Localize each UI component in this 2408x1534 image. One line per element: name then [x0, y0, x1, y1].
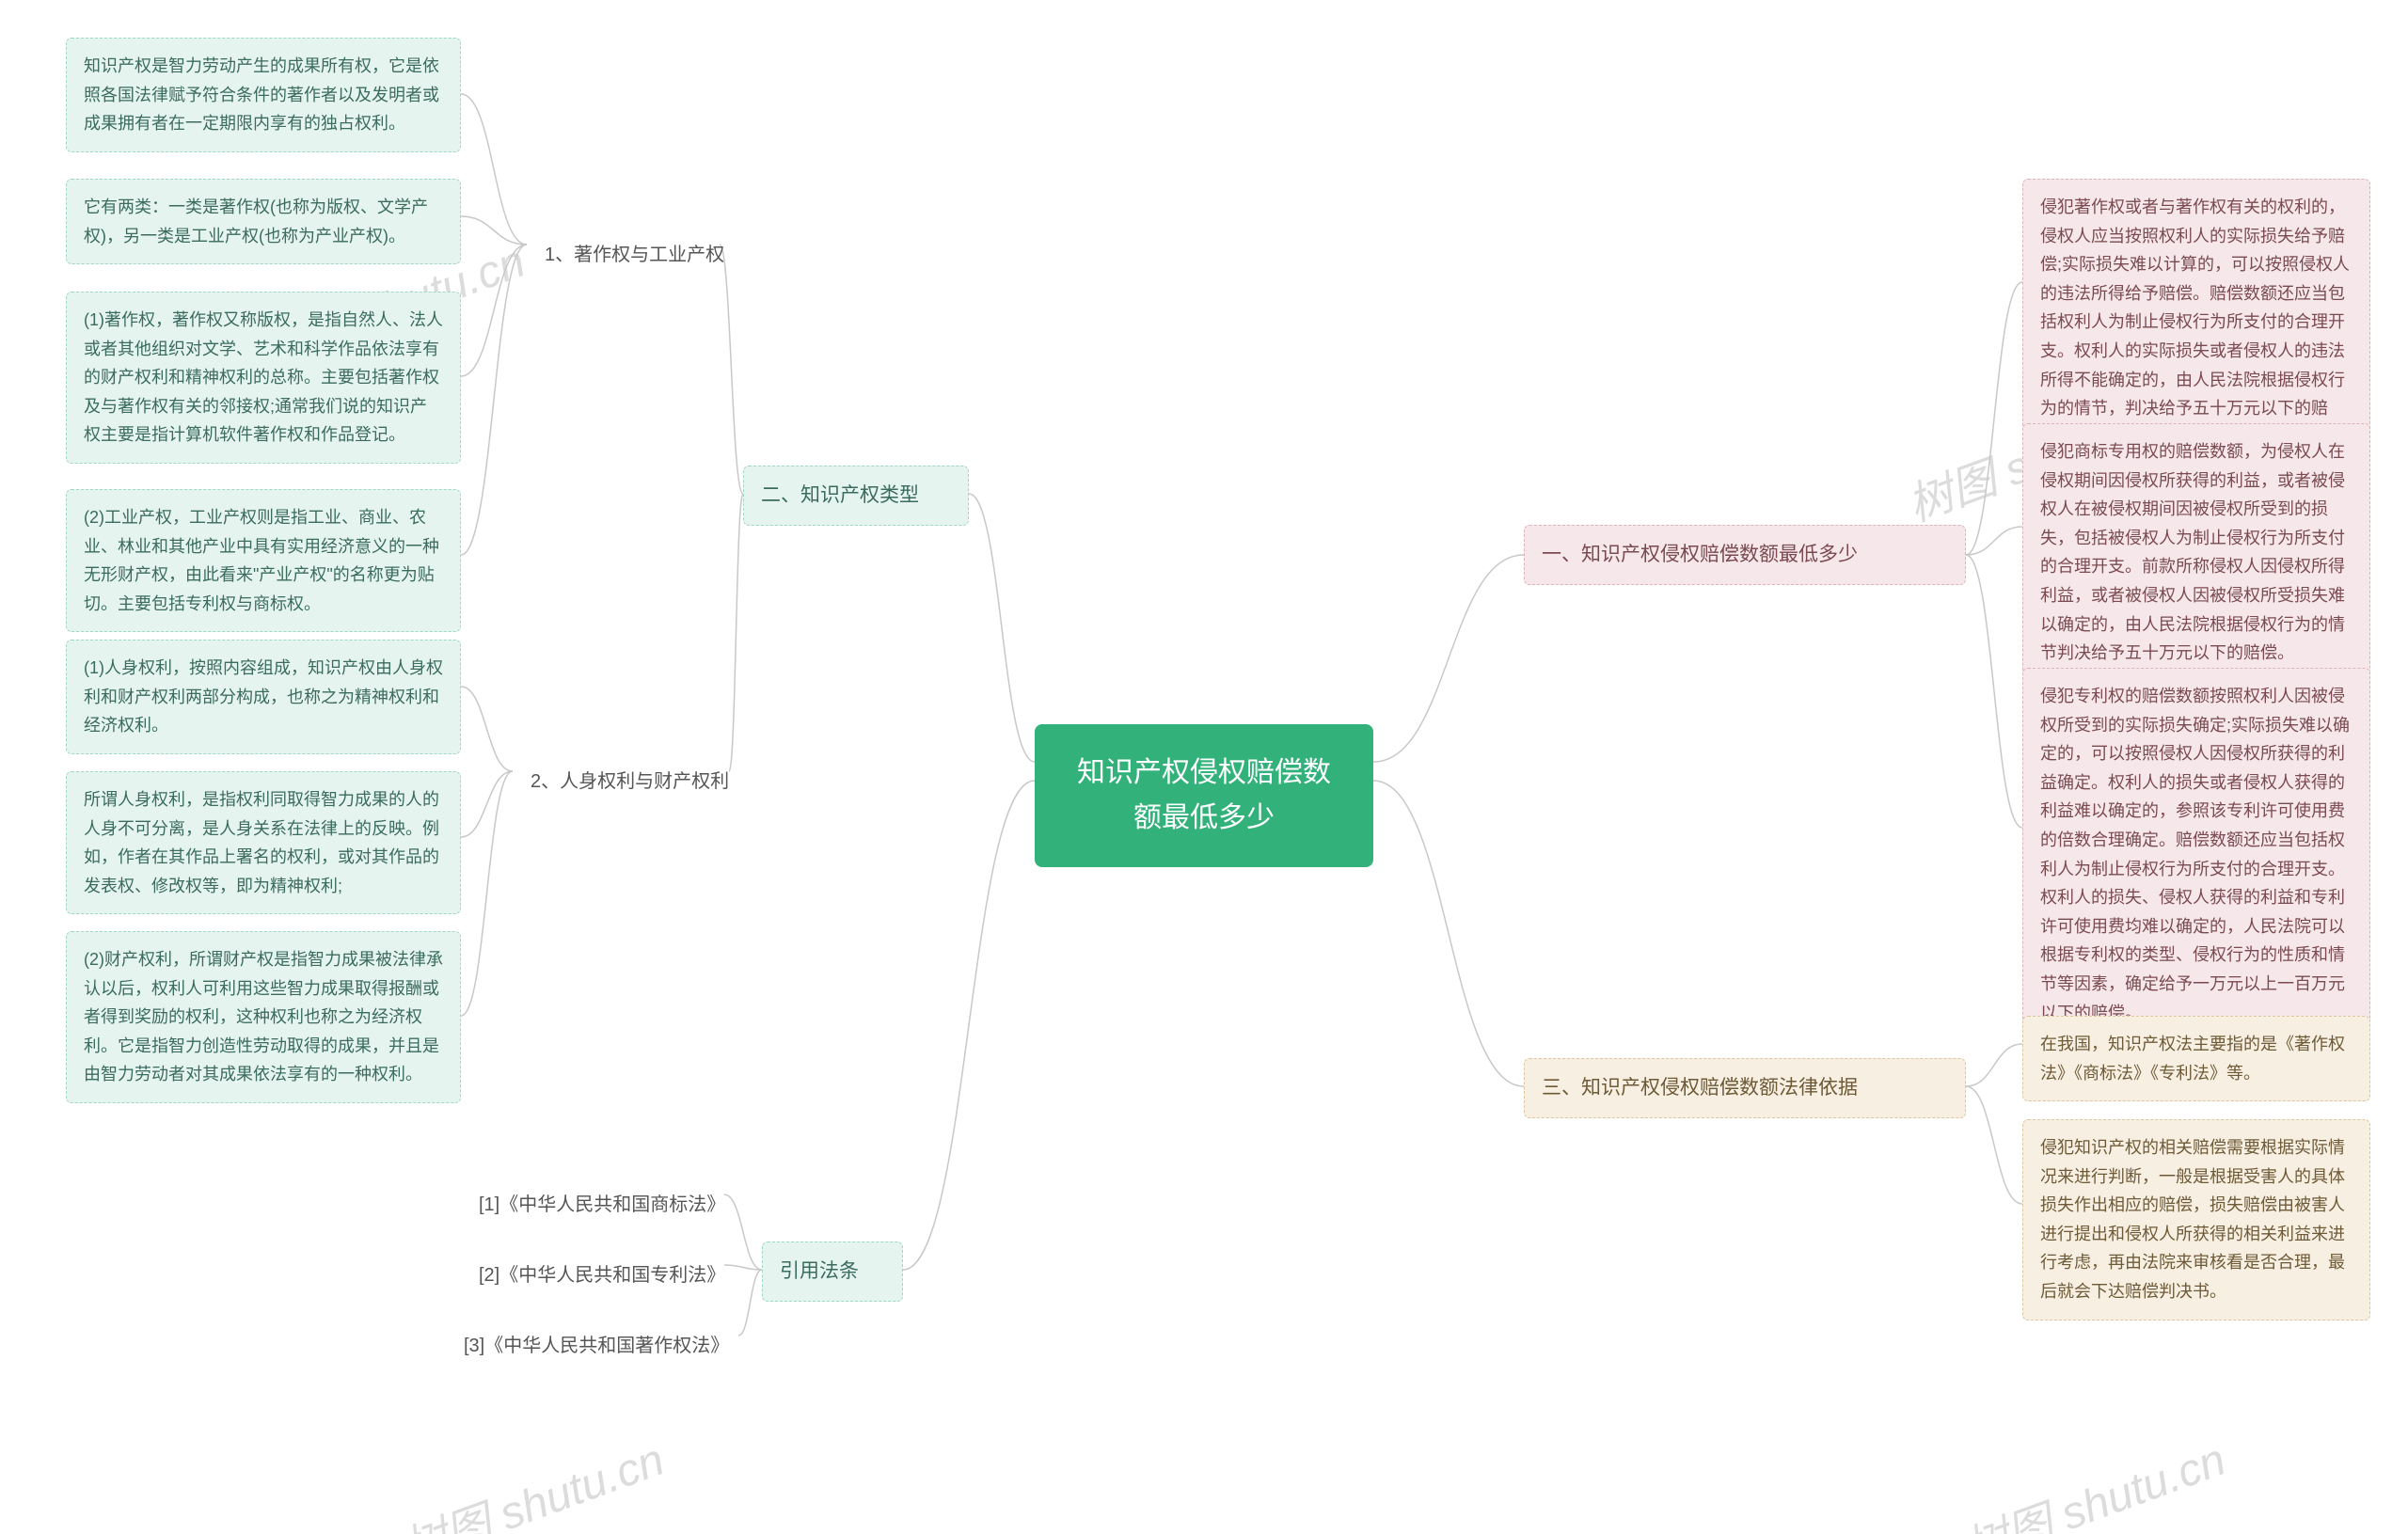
- sub-l2-1: 2、人身权利与财产权利: [513, 752, 747, 811]
- branch-r1: 一、知识产权侵权赔偿数额最低多少: [1524, 525, 1966, 585]
- leaf-r1-1: 侵犯商标专用权的赔偿数额，为侵权人在侵权期间因侵权所获得的利益，或者被侵权人在被…: [2022, 423, 2370, 682]
- branch-cite: 引用法条: [762, 1241, 903, 1302]
- sub-l2-0: 1、著作权与工业产权: [527, 226, 742, 284]
- branch-r3: 三、知识产权侵权赔偿数额法律依据: [1524, 1058, 1966, 1118]
- watermark: 树图 shutu.cn: [1954, 1422, 2233, 1534]
- leaf-l2-0-3: (2)工业产权，工业产权则是指工业、商业、农业、林业和其他产业中具有实用经济意义…: [66, 489, 461, 632]
- leaf-cite-1: [2]《中华人民共和国专利法》: [461, 1246, 743, 1305]
- leaf-l2-0-1: 它有两类：一类是著作权(也称为版权、文学产权)，另一类是工业产权(也称为产业产权…: [66, 179, 461, 264]
- branch-l2: 二、知识产权类型: [743, 466, 969, 526]
- leaf-cite-2: [3]《中华人民共和国著作权法》: [446, 1317, 747, 1375]
- leaf-l2-1-0: (1)人身权利，按照内容组成，知识产权由人身权利和财产权利两部分构成，也称之为精…: [66, 640, 461, 754]
- leaf-l2-1-2: (2)财产权利，所谓财产权是指智力成果被法律承认以后，权利人可利用这些智力成果取…: [66, 931, 461, 1103]
- leaf-r1-2: 侵犯专利权的赔偿数额按照权利人因被侵权所受到的实际损失确定;实际损失难以确定的，…: [2022, 668, 2370, 1041]
- center-node: 知识产权侵权赔偿数额最低多少: [1035, 724, 1373, 867]
- leaf-r3-1: 侵犯知识产权的相关赔偿需要根据实际情况来进行判断，一般是根据受害人的具体损失作出…: [2022, 1119, 2370, 1321]
- leaf-l2-1-1: 所谓人身权利，是指权利同取得智力成果的人的人身不可分离，是人身关系在法律上的反映…: [66, 771, 461, 914]
- leaf-cite-0: [1]《中华人民共和国商标法》: [461, 1176, 743, 1234]
- leaf-l2-0-2: (1)著作权，著作权又称版权，是指自然人、法人或者其他组织对文学、艺术和科学作品…: [66, 292, 461, 464]
- leaf-r3-0: 在我国，知识产权法主要指的是《著作权法》《商标法》《专利法》等。: [2022, 1016, 2370, 1101]
- watermark: 树图 shutu.cn: [392, 1422, 672, 1534]
- leaf-l2-0-0: 知识产权是智力劳动产生的成果所有权，它是依照各国法律赋予符合条件的著作者以及发明…: [66, 38, 461, 152]
